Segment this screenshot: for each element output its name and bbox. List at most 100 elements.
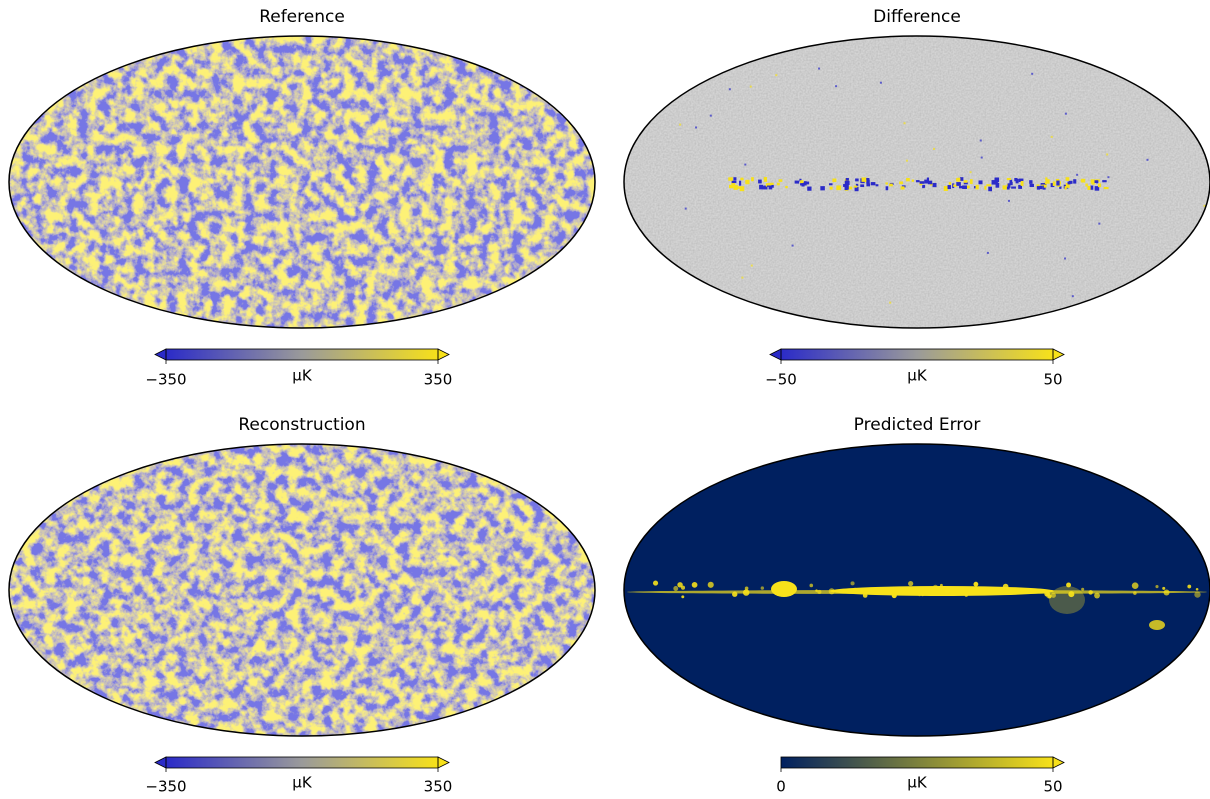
- band-speck: [984, 186, 986, 190]
- speck: [691, 282, 693, 284]
- band-speck: [959, 186, 963, 188]
- band-speck: [800, 180, 803, 183]
- speck: [1003, 584, 1009, 590]
- band-speck: [986, 184, 991, 186]
- colorbar-extend-max: [438, 757, 449, 768]
- speck: [908, 581, 913, 586]
- colorbar-label: μK: [292, 367, 313, 385]
- band-speck: [924, 180, 928, 184]
- speck: [1081, 588, 1084, 591]
- speck: [933, 585, 938, 590]
- band-speck: [836, 185, 841, 190]
- band-speck: [732, 181, 737, 183]
- band-speck: [860, 184, 864, 187]
- band-speck: [922, 185, 925, 188]
- colorbar-tick-label: 50: [1043, 371, 1062, 389]
- band-speck: [948, 185, 951, 189]
- speck: [933, 148, 935, 150]
- colorbar-extend-min: [155, 349, 166, 360]
- colorbar-extend-min: [770, 349, 781, 360]
- colorbar-tick-label: −350: [145, 371, 186, 389]
- speck: [692, 582, 698, 588]
- band-speck: [807, 187, 811, 191]
- speck: [1051, 136, 1053, 138]
- speck: [1179, 69, 1181, 71]
- band-speck: [1030, 184, 1034, 187]
- speck: [852, 588, 858, 594]
- band-speck: [967, 186, 970, 189]
- band-speck: [1102, 180, 1106, 182]
- band-speck: [740, 178, 743, 181]
- band-speck: [916, 180, 920, 182]
- band-speck: [1081, 179, 1083, 181]
- colorbar-label: μK: [907, 774, 928, 792]
- panel-title: Reconstruction: [238, 415, 365, 435]
- band-speck: [745, 180, 749, 184]
- band-speck: [1011, 186, 1016, 188]
- blob: [1049, 586, 1085, 614]
- band-speck: [970, 179, 973, 184]
- band-speck: [1029, 180, 1032, 184]
- band-speck: [912, 180, 914, 182]
- band-speck: [866, 180, 869, 184]
- speck: [744, 164, 746, 166]
- band-speck: [1007, 178, 1011, 180]
- sky-map: [624, 36, 1210, 328]
- speck: [1004, 590, 1009, 595]
- band-speck: [885, 182, 887, 184]
- band-speck: [751, 177, 754, 181]
- band-speck: [764, 177, 767, 182]
- speck: [1133, 591, 1137, 595]
- band-speck: [949, 182, 951, 185]
- colorbar: [166, 349, 438, 360]
- band-speck: [1003, 185, 1007, 189]
- speck: [970, 171, 972, 173]
- band-speck: [1056, 181, 1059, 186]
- speck: [965, 593, 968, 596]
- speck: [987, 252, 989, 254]
- sky-map: [9, 36, 595, 328]
- panel: Predicted Error050μK: [624, 415, 1210, 796]
- speck: [695, 126, 697, 128]
- speck: [1065, 113, 1067, 115]
- speck: [817, 590, 821, 594]
- band-speck: [920, 181, 925, 184]
- speck: [673, 586, 678, 591]
- colorbar-extend-max: [1053, 349, 1064, 360]
- speck: [892, 593, 897, 598]
- speck: [1048, 595, 1052, 599]
- band-speck: [1068, 182, 1071, 185]
- speck: [981, 157, 983, 159]
- speck: [880, 82, 882, 84]
- speck: [1064, 258, 1066, 260]
- band-speck: [820, 186, 825, 190]
- map-texture: [9, 444, 595, 736]
- band-speck: [988, 187, 992, 192]
- colorbar-label: μK: [907, 367, 928, 385]
- band-speck: [1045, 179, 1049, 183]
- band-speck: [846, 178, 849, 181]
- speck: [1194, 591, 1200, 597]
- speck: [745, 587, 749, 591]
- speck: [1180, 81, 1182, 83]
- speck: [685, 208, 687, 210]
- speck: [921, 594, 923, 596]
- band-speck: [1021, 181, 1024, 186]
- band-speck: [866, 178, 870, 180]
- speck: [1164, 589, 1170, 595]
- band-speck: [766, 183, 771, 185]
- colorbar-tick-label: 350: [424, 778, 453, 796]
- panel-title: Difference: [873, 7, 961, 27]
- band-speck: [801, 183, 804, 186]
- band-speck: [728, 177, 733, 180]
- band-speck: [1053, 181, 1056, 186]
- colorbar: [166, 757, 438, 768]
- band-speck: [866, 184, 870, 187]
- band-speck: [855, 178, 859, 181]
- speck: [818, 68, 820, 70]
- figure: Reference−350350μKDifference−5050μKRecon…: [0, 0, 1210, 799]
- speck: [835, 85, 837, 87]
- band-speck: [976, 185, 979, 190]
